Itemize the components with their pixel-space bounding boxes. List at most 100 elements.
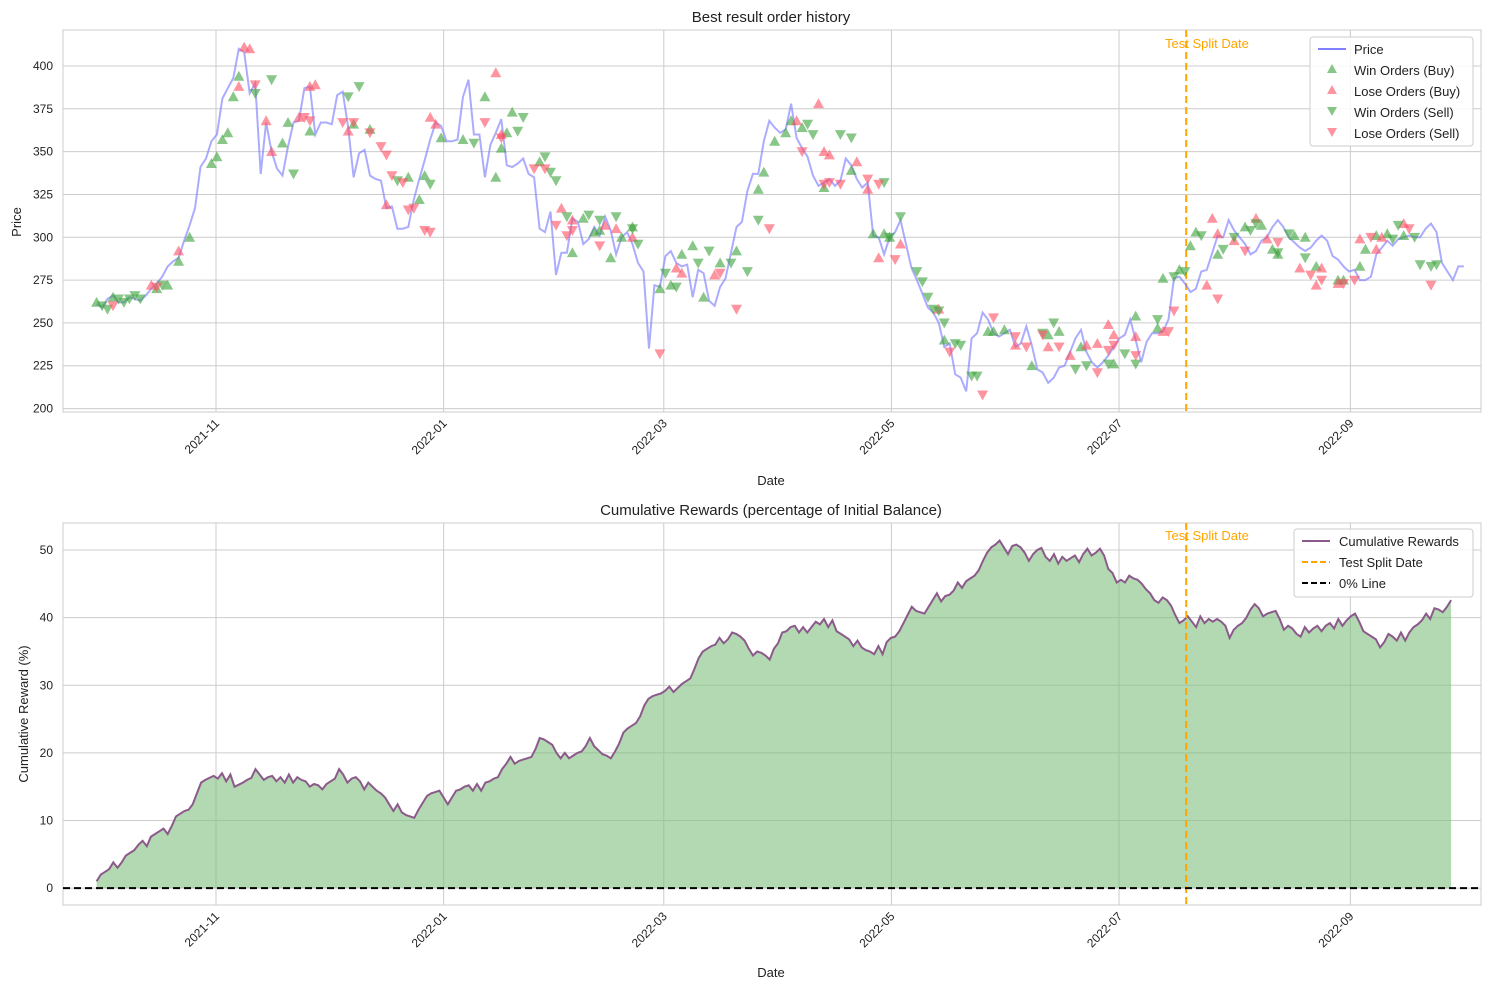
legend-lose-sell-label: Lose Orders (Sell) (1354, 126, 1459, 141)
win-buy-marker (988, 326, 999, 336)
lose-buy-marker (895, 238, 906, 249)
lose-sell-marker (796, 147, 808, 158)
lose-sell-marker (1316, 275, 1328, 286)
top-split-annotation: Test Split Date (1165, 36, 1249, 51)
win-sell-marker (1195, 231, 1207, 242)
win-sell-marker (1048, 318, 1060, 329)
lose-sell-marker (1037, 330, 1049, 341)
bottom-ytick-label: 0 (46, 881, 53, 895)
lose-sell-marker (107, 301, 119, 312)
lose-buy-marker (1102, 319, 1114, 329)
win-sell-marker (845, 133, 857, 144)
win-buy-marker (758, 166, 770, 177)
price-line (96, 47, 1464, 392)
lose-sell-marker (408, 203, 420, 214)
lose-sell-marker (1338, 279, 1349, 289)
win-buy-marker (162, 279, 174, 290)
lose-sell-marker (380, 150, 392, 161)
lose-buy-marker (173, 245, 185, 256)
lose-sell-marker (528, 164, 540, 175)
bottom-chart-title: Cumulative Rewards (percentage of Initia… (600, 502, 942, 519)
win-buy-marker (1053, 326, 1065, 336)
lose-sell-marker (834, 179, 846, 190)
lose-sell-marker (1009, 332, 1021, 343)
lose-sell-marker (594, 241, 606, 252)
bottom-x-axis-label: Date (757, 965, 784, 980)
lose-buy-marker (342, 125, 354, 136)
lose-buy-marker (1294, 262, 1306, 273)
win-buy-marker (211, 151, 223, 162)
win-sell-marker (1431, 260, 1442, 271)
top-ytick-label: 225 (33, 359, 53, 373)
win-sell-marker (610, 212, 622, 223)
top-ytick-label: 350 (33, 145, 53, 159)
win-buy-marker (1157, 272, 1169, 283)
lose-buy-marker (309, 79, 321, 90)
win-buy-marker (1152, 322, 1164, 333)
lose-buy-marker (555, 202, 567, 213)
win-buy-marker (687, 240, 699, 251)
lose-buy-marker (1009, 339, 1021, 350)
win-sell-marker (1414, 260, 1426, 271)
win-sell-marker (594, 215, 606, 226)
win-buy-marker (1184, 240, 1196, 251)
bottom-xtick-label: 2022-09 (1315, 909, 1356, 950)
win-sell-marker (916, 277, 928, 288)
bottom-ytick-label: 20 (40, 746, 54, 760)
win-sell-marker (933, 306, 945, 317)
bottom-legend: Cumulative Rewards Test Split Date 0% Li… (1293, 528, 1474, 598)
win-buy-marker (495, 142, 507, 153)
lose-buy-marker (430, 118, 442, 129)
top-xtick-label: 2022-07 (1084, 416, 1125, 457)
win-buy-marker (1354, 260, 1366, 271)
win-sell-marker (1283, 229, 1295, 240)
top-chart-title: Best result order history (692, 9, 851, 26)
win-sell-marker (550, 176, 562, 187)
lose-buy-marker (1091, 338, 1103, 348)
lose-sell-marker (348, 118, 360, 128)
win-buy-marker (205, 158, 217, 168)
lose-sell-marker (823, 178, 835, 188)
lose-buy-marker (818, 146, 830, 156)
top-ytick-label: 400 (33, 59, 53, 73)
lose-sell-marker (944, 347, 956, 358)
lose-sell-marker (1020, 342, 1032, 353)
win-buy-marker (1398, 230, 1410, 240)
order-markers (91, 41, 1442, 401)
lose-sell-marker (1091, 368, 1103, 379)
win-buy-marker (676, 248, 688, 259)
win-sell-marker (632, 239, 644, 250)
lose-sell-marker (714, 268, 726, 279)
lose-sell-marker (249, 80, 261, 91)
lose-sell-marker (479, 118, 491, 128)
lose-sell-marker (424, 227, 436, 238)
legend-cum-label: Cumulative Rewards (1339, 534, 1459, 549)
win-buy-marker (714, 257, 726, 268)
lose-sell-marker (1403, 224, 1415, 235)
win-buy-marker (1288, 230, 1300, 240)
win-buy-marker (577, 212, 589, 223)
bottom-ytick-label: 30 (40, 678, 54, 692)
win-sell-marker (1245, 226, 1256, 236)
lose-sell-marker (763, 224, 775, 235)
lose-buy-marker (1370, 243, 1382, 254)
win-sell-marker (1102, 359, 1114, 370)
win-sell-marker (670, 282, 682, 293)
win-sell-marker (1152, 315, 1164, 325)
lose-buy-marker (1157, 326, 1169, 336)
rewards-area (96, 540, 1452, 889)
lose-sell-marker (1130, 351, 1142, 361)
top-ytick-label: 375 (33, 102, 53, 116)
win-sell-marker (517, 113, 529, 123)
lose-sell-marker (988, 313, 999, 324)
win-sell-marker (1168, 272, 1180, 283)
lose-sell-marker (889, 255, 901, 265)
lose-buy-marker (260, 115, 272, 126)
win-buy-marker (1359, 243, 1371, 254)
win-buy-marker (698, 291, 710, 302)
legend-split-label: Test Split Date (1339, 555, 1423, 570)
lose-sell-marker (1272, 238, 1284, 248)
bottom-xtick-label: 2022-05 (856, 909, 897, 950)
lose-sell-marker (1365, 232, 1377, 243)
lose-sell-marker (1239, 246, 1251, 257)
